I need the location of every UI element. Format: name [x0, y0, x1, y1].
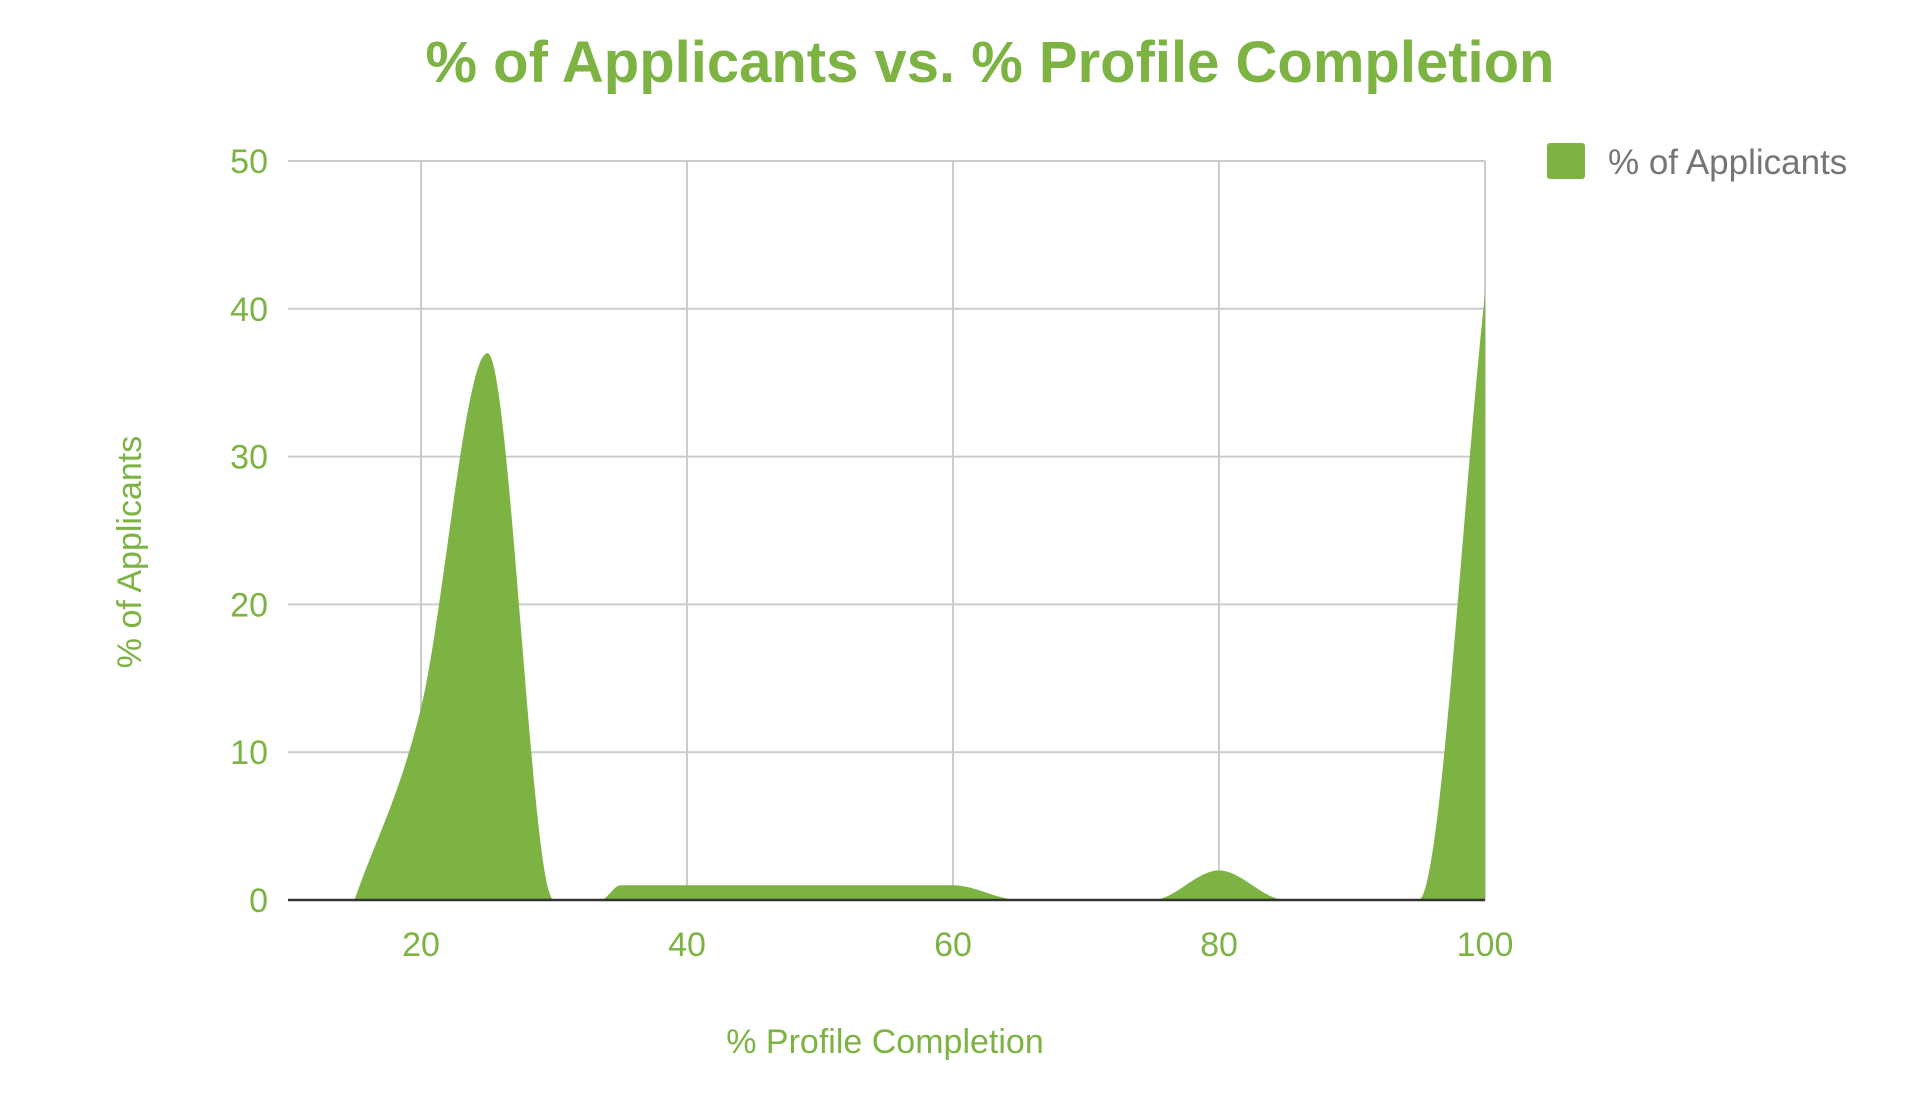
x-tick-label: 100 — [1457, 926, 1514, 964]
x-tick-label: 60 — [934, 926, 972, 964]
area-series-0 — [354, 294, 1485, 900]
y-tick-label: 20 — [230, 586, 268, 624]
y-axis-ticks: 0 10 20 30 40 50 — [230, 143, 268, 920]
plot-area — [354, 294, 1485, 900]
legend: % of Applicants — [1547, 143, 1847, 182]
x-tick-label: 40 — [668, 926, 706, 964]
y-tick-label: 30 — [230, 439, 268, 477]
legend-label: % of Applicants — [1608, 143, 1847, 182]
chart-title: % of Applicants vs. % Profile Completion — [426, 30, 1555, 95]
x-tick-label: 20 — [402, 926, 440, 964]
x-axis-title: % Profile Completion — [726, 1023, 1043, 1061]
legend-swatch — [1547, 143, 1585, 179]
y-tick-label: 50 — [230, 143, 268, 181]
y-tick-label: 0 — [249, 882, 268, 920]
x-axis-ticks: 20 40 60 80 100 — [402, 926, 1513, 964]
y-axis-title: % of Applicants — [111, 436, 149, 668]
y-tick-label: 10 — [230, 734, 268, 772]
x-tick-label: 80 — [1200, 926, 1238, 964]
y-tick-label: 40 — [230, 291, 268, 329]
